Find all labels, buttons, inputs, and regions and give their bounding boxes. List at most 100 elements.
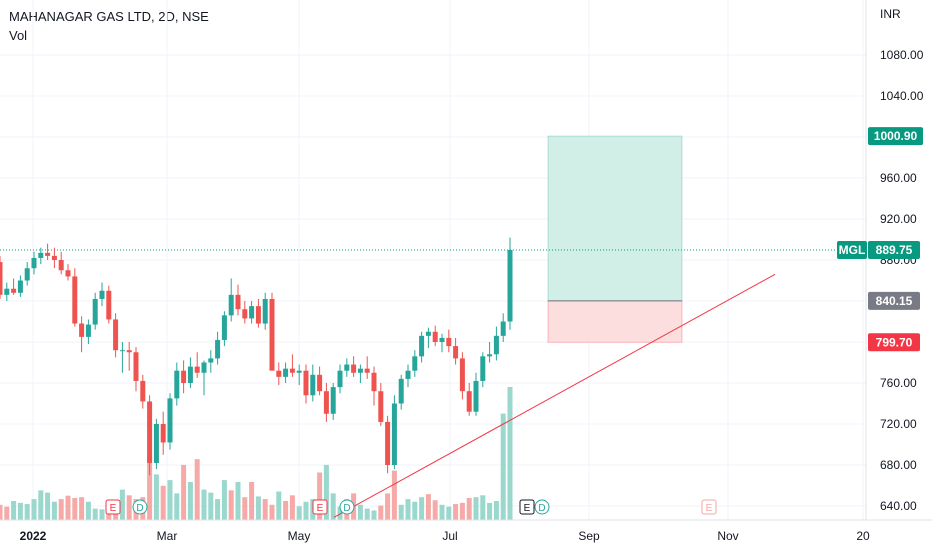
marker-shape	[312, 499, 328, 515]
time-tick-label: 20	[856, 529, 870, 543]
volume-bar	[58, 499, 64, 520]
candle	[459, 352, 465, 400]
candle-body	[228, 294, 234, 316]
grid-lines	[0, 0, 866, 520]
candle-body	[337, 370, 343, 388]
candle	[269, 292, 275, 371]
volume-bar	[215, 499, 221, 520]
dividend-marker[interactable]: D	[339, 499, 355, 515]
candle	[201, 360, 207, 396]
volume-bar	[51, 501, 57, 520]
loss-zone	[547, 300, 683, 343]
volume-bar	[500, 413, 506, 520]
earnings-marker[interactable]: E	[105, 499, 121, 515]
candle-body	[119, 350, 125, 352]
price-tick-label: 720.00	[880, 417, 917, 431]
candle	[0, 255, 3, 299]
candle-body	[364, 368, 370, 373]
volume-bar	[507, 387, 513, 520]
candle-body	[330, 387, 336, 414]
time-axis: 2022 Mar May Jul Sep Nov 20	[20, 529, 870, 543]
candle	[45, 243, 51, 260]
candle-body	[65, 270, 71, 277]
candle	[181, 360, 187, 394]
volume-bar	[181, 464, 187, 520]
volume-bar	[201, 489, 207, 520]
candle	[480, 352, 486, 388]
candle-body	[38, 252, 44, 258]
volume-label: Vol	[9, 28, 28, 43]
candle	[385, 415, 391, 474]
entry-price-tag-text: 840.15	[876, 294, 913, 308]
stop-price-tag-text: 799.70	[876, 335, 913, 349]
candle	[391, 395, 397, 470]
volume-bar	[11, 501, 17, 520]
candle-body	[507, 250, 513, 322]
earnings-marker[interactable]: E	[701, 499, 717, 515]
price-tick-label: 1040.00	[880, 89, 924, 103]
candle-body	[147, 401, 153, 463]
candle-body	[4, 288, 10, 295]
candle	[65, 264, 71, 281]
candle-body	[303, 370, 309, 396]
volume-bar	[303, 501, 309, 520]
volume-bar	[459, 502, 465, 520]
candle	[419, 331, 425, 363]
earnings-marker[interactable]: E	[312, 499, 328, 515]
volume-bar	[493, 501, 499, 520]
candle-body	[181, 370, 187, 383]
marker-letter: E	[706, 503, 713, 514]
volume-bar	[330, 493, 336, 520]
candle-body	[480, 356, 486, 381]
candle-body	[466, 391, 472, 412]
candle-body	[283, 368, 289, 377]
candle	[507, 237, 513, 330]
volume-bar	[466, 497, 472, 520]
volume-bar	[119, 489, 125, 520]
price-tick-label: 1080.00	[880, 48, 924, 62]
candle-body	[208, 358, 214, 363]
volume-bar	[398, 504, 404, 520]
candle-body	[255, 306, 261, 324]
candle-body	[371, 372, 377, 392]
price-axis: 1080.001040.001000.00960.00920.00880.008…	[880, 48, 924, 513]
candle-body	[276, 370, 282, 377]
candle	[473, 372, 479, 416]
volume-bar	[242, 497, 248, 520]
volume-bar	[480, 495, 486, 520]
entry-price-tag-bg	[868, 291, 920, 310]
candle	[317, 366, 323, 396]
target-price-tag: 1000.90	[868, 127, 923, 146]
volume-bar	[412, 501, 418, 520]
dividend-marker[interactable]: D	[132, 499, 148, 515]
dividend-marker[interactable]: D	[534, 499, 550, 515]
candle	[113, 313, 119, 358]
candle-body	[317, 374, 323, 392]
price-tick-label: 920.00	[880, 212, 917, 226]
candle	[167, 393, 173, 450]
candle	[58, 251, 64, 275]
candle	[412, 350, 418, 377]
volume-bar	[425, 494, 431, 520]
earnings-marker[interactable]: E	[519, 499, 535, 515]
currency-label: INR	[880, 7, 901, 21]
price-tick-label: 960.00	[880, 171, 917, 185]
candle-body	[269, 298, 275, 371]
volume-bar	[45, 492, 51, 520]
volume-bar	[38, 490, 44, 520]
candle	[160, 411, 166, 455]
candle	[92, 292, 98, 330]
candle-body	[398, 378, 404, 404]
candle-body	[133, 352, 139, 381]
candle-body	[493, 335, 499, 355]
time-tick-label: 2022	[20, 529, 47, 543]
candle	[303, 364, 309, 404]
candle	[500, 313, 506, 342]
candle	[17, 275, 23, 297]
candle	[439, 333, 445, 353]
candle	[425, 327, 431, 349]
candle	[194, 352, 200, 378]
candle-body	[310, 374, 316, 396]
candle	[446, 329, 452, 353]
